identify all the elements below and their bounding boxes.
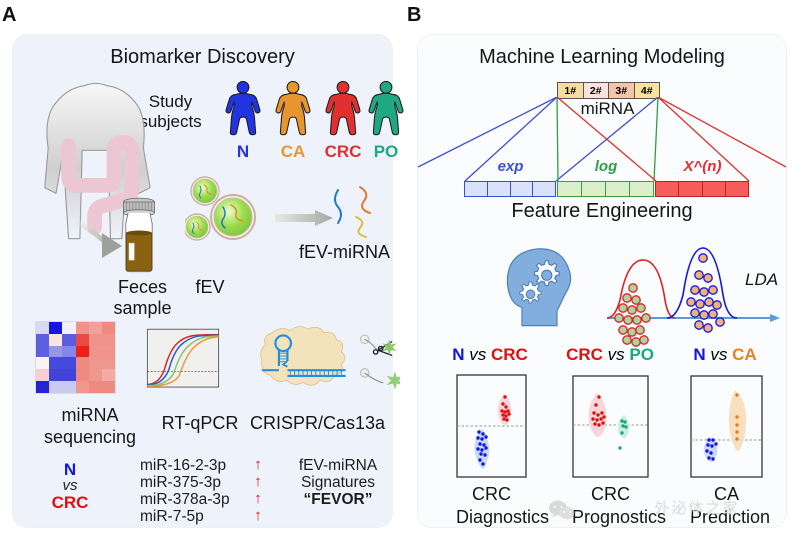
svg-text:LDA: LDA [745, 270, 778, 289]
